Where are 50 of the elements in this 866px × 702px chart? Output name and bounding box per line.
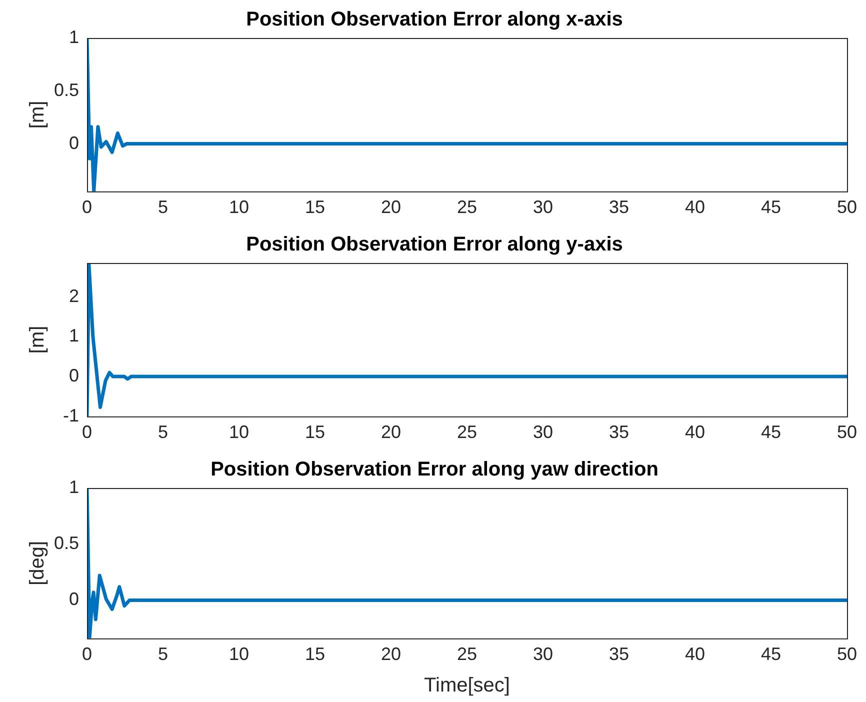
- y-tick-label: 0.5: [54, 533, 79, 554]
- x-tick-label: 40: [684, 422, 706, 442]
- x-tick-label: 45: [760, 644, 782, 664]
- x-tick-label: 0: [82, 197, 92, 218]
- chart-title: Position Observation Error along yaw direction: [210, 458, 658, 481]
- x-tick-label: 5: [158, 644, 168, 664]
- y-axis-title: [m]: [26, 100, 49, 129]
- x-tick-label: 20: [380, 644, 402, 664]
- y-tick-label: 0: [68, 366, 79, 386]
- x-tick-label: 40: [684, 644, 706, 664]
- x-tick-label: 0: [82, 644, 92, 664]
- x-tick-label: 20: [380, 197, 402, 218]
- x-tick-label: 5: [158, 422, 168, 442]
- x-tick-label: 50: [836, 197, 858, 218]
- x-tick-label: 25: [456, 644, 478, 664]
- x-tick-label: 50: [836, 422, 858, 442]
- x-tick-label: 45: [760, 197, 782, 218]
- y-tick-label: 2: [68, 286, 79, 306]
- x-tick-label: 20: [380, 422, 402, 442]
- x-tick-label: 35: [608, 197, 630, 218]
- x-tick-label: 0: [82, 422, 92, 442]
- x-tick-label: 30: [532, 422, 554, 442]
- y-tick-label: 1: [68, 476, 79, 497]
- x-tick-label: 50: [836, 644, 858, 664]
- y-tick-label: 0.5: [54, 80, 79, 100]
- x-tick-label: 15: [304, 644, 326, 664]
- x-tick-label: 10: [228, 422, 250, 442]
- y-tick-label: 0: [68, 589, 79, 610]
- x-tick-label: 25: [456, 197, 478, 218]
- x-tick-label: 35: [608, 422, 630, 442]
- chart-title: Position Observation Error along y-axis: [246, 234, 623, 256]
- x-tick-label: 15: [304, 197, 326, 218]
- y-tick-label: 1: [68, 326, 79, 346]
- y-tick-label: 1: [68, 26, 79, 47]
- x-tick-label: 15: [304, 422, 326, 442]
- x-tick-label: 10: [228, 197, 250, 218]
- x-tick-label: 45: [760, 422, 782, 442]
- x-tick-label: 30: [532, 197, 554, 218]
- y-axis-title: [deg]: [26, 540, 49, 586]
- chart-title: Position Observation Error along x-axis: [246, 8, 623, 31]
- x-axis-title: Time[sec]: [424, 674, 510, 697]
- x-tick-label: 10: [228, 644, 250, 664]
- x-tick-label: 40: [684, 197, 706, 218]
- x-tick-label: 5: [158, 197, 168, 218]
- y-tick-label: -1: [62, 405, 79, 426]
- y-tick-label: 0: [68, 132, 79, 153]
- x-tick-label: 25: [456, 422, 478, 442]
- x-tick-label: 35: [608, 644, 630, 664]
- y-axis-title: [m]: [26, 326, 49, 354]
- x-tick-label: 30: [532, 644, 554, 664]
